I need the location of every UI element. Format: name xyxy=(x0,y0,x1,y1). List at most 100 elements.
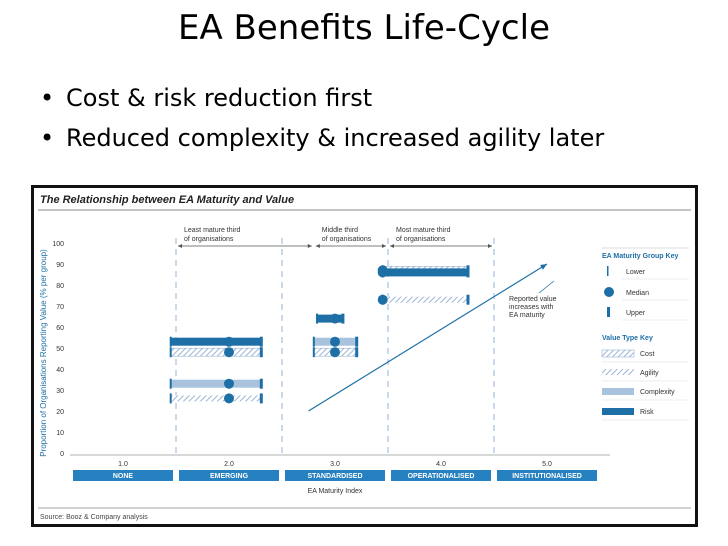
y-tick-label: 40 xyxy=(56,367,64,374)
group-label: of organisations xyxy=(184,236,234,243)
bullet-text: Reduced complexity & increased agility l… xyxy=(66,124,605,152)
value-type-key-item: Complexity xyxy=(640,389,675,396)
x-tick-label: 2.0 xyxy=(224,461,234,468)
bullet-item: • Reduced complexity & increased agility … xyxy=(40,118,604,158)
category-bar xyxy=(497,470,597,481)
value-type-key-item: Cost xyxy=(640,351,654,358)
value-type-key-item: Agility xyxy=(640,370,659,377)
median-dot xyxy=(224,347,234,358)
range-upper-mark xyxy=(259,378,263,389)
category-label: INSTITUTIONALISED xyxy=(512,473,582,480)
category-label: NONE xyxy=(113,473,134,480)
legend-complexity-swatch xyxy=(602,388,634,395)
bullet-text: Cost & risk reduction first xyxy=(66,84,373,112)
category-bar xyxy=(391,470,491,481)
group-arrow-left xyxy=(390,244,394,248)
group-label: Most mature third xyxy=(396,227,451,234)
category-label: STANDARDISED xyxy=(307,473,362,480)
value-type-key-item: Risk xyxy=(640,409,654,416)
bullet-dot-icon: • xyxy=(40,84,55,112)
legend-agility-swatch xyxy=(602,369,634,375)
annotation-text: Reported value xyxy=(509,296,557,303)
range-lower-mark xyxy=(169,393,172,404)
range-lower-mark xyxy=(315,313,318,324)
range-upper-mark xyxy=(466,294,470,305)
median-dot xyxy=(330,313,340,324)
group-label: of organisations xyxy=(322,236,372,243)
y-tick-label: 100 xyxy=(52,241,64,248)
range-upper-mark xyxy=(341,313,345,324)
legend-risk-swatch xyxy=(602,408,634,415)
group-arrow-right xyxy=(488,244,492,248)
group-arrow-right xyxy=(382,244,386,248)
range-bar-complexity xyxy=(170,379,261,388)
category-bar xyxy=(179,470,279,481)
range-bar-cost xyxy=(170,347,262,357)
y-tick-label: 60 xyxy=(56,325,64,332)
group-arrow-left xyxy=(315,244,320,248)
range-bar-risk xyxy=(382,268,468,277)
range-upper-mark xyxy=(355,347,359,358)
category-bar xyxy=(73,470,173,481)
x-tick-label: 1.0 xyxy=(118,461,128,468)
range-lower-mark xyxy=(169,378,172,389)
x-tick-label: 3.0 xyxy=(330,461,340,468)
median-dot xyxy=(224,393,234,404)
range-bar-agility xyxy=(382,296,468,303)
annotation-pointer xyxy=(538,280,555,294)
group-label: Middle third xyxy=(322,227,358,234)
median-dot xyxy=(377,294,388,305)
y-tick-label: 90 xyxy=(56,262,64,269)
x-axis-label: EA Maturity Index xyxy=(308,488,363,495)
value-type-key-title: Value Type Key xyxy=(602,335,653,342)
range-bar-risk xyxy=(170,337,261,346)
range-upper-mark xyxy=(259,347,263,358)
range-lower-mark xyxy=(312,336,315,347)
trend-arrow-line xyxy=(308,263,548,412)
y-tick-label: 0 xyxy=(60,451,64,458)
legend-upper-symbol xyxy=(607,307,610,317)
y-tick-label: 10 xyxy=(56,430,64,437)
range-bar-agility xyxy=(170,395,261,402)
median-dot xyxy=(330,336,340,347)
maturity-key-item: Lower xyxy=(626,269,646,276)
range-lower-mark xyxy=(169,336,172,347)
range-bar-risk xyxy=(316,314,343,323)
group-label: of organisations xyxy=(396,236,446,243)
median-dot xyxy=(224,378,234,389)
slide-title: EA Benefits Life-Cycle xyxy=(178,8,550,48)
y-tick-label: 70 xyxy=(56,304,64,311)
group-label: Least mature third xyxy=(184,227,241,234)
median-dot xyxy=(377,267,388,278)
median-dot xyxy=(224,336,234,347)
source-text: Source: Booz & Company analysis xyxy=(40,514,148,521)
maturity-key-item: Upper xyxy=(626,310,646,317)
median-dot xyxy=(330,347,340,358)
group-arrow-left xyxy=(178,244,182,248)
maturity-key-title: EA Maturity Group Key xyxy=(602,253,678,260)
chart-frame: The Relationship between EA Maturity and… xyxy=(31,185,698,527)
range-lower-mark xyxy=(312,347,315,358)
y-tick-label: 80 xyxy=(56,283,64,290)
annotation-text: increases with xyxy=(509,304,553,311)
range-upper-mark xyxy=(259,336,263,347)
trend-arrow-head xyxy=(540,264,547,270)
legend-lower-symbol xyxy=(607,266,609,276)
category-label: OPERATIONALISED xyxy=(408,473,475,480)
legend-cost-swatch xyxy=(601,349,635,358)
bullet-item: • Cost & risk reduction first xyxy=(40,78,604,118)
y-tick-label: 30 xyxy=(56,388,64,395)
group-arrow-right xyxy=(307,244,312,248)
category-label: EMERGING xyxy=(210,473,249,480)
y-tick-label: 20 xyxy=(56,409,64,416)
bullet-list: • Cost & risk reduction first • Reduced co… xyxy=(40,78,604,158)
x-tick-label: 4.0 xyxy=(436,461,446,468)
y-axis-label: Proportion of Organisations Reporting Va… xyxy=(39,249,48,457)
category-bar xyxy=(285,470,385,481)
maturity-key-item: Median xyxy=(626,290,649,297)
x-tick-label: 5.0 xyxy=(542,461,552,468)
bullet-dot-icon: • xyxy=(40,124,55,152)
range-lower-mark xyxy=(169,347,172,358)
y-tick-label: 50 xyxy=(56,346,64,353)
legend-median-symbol xyxy=(604,287,614,297)
